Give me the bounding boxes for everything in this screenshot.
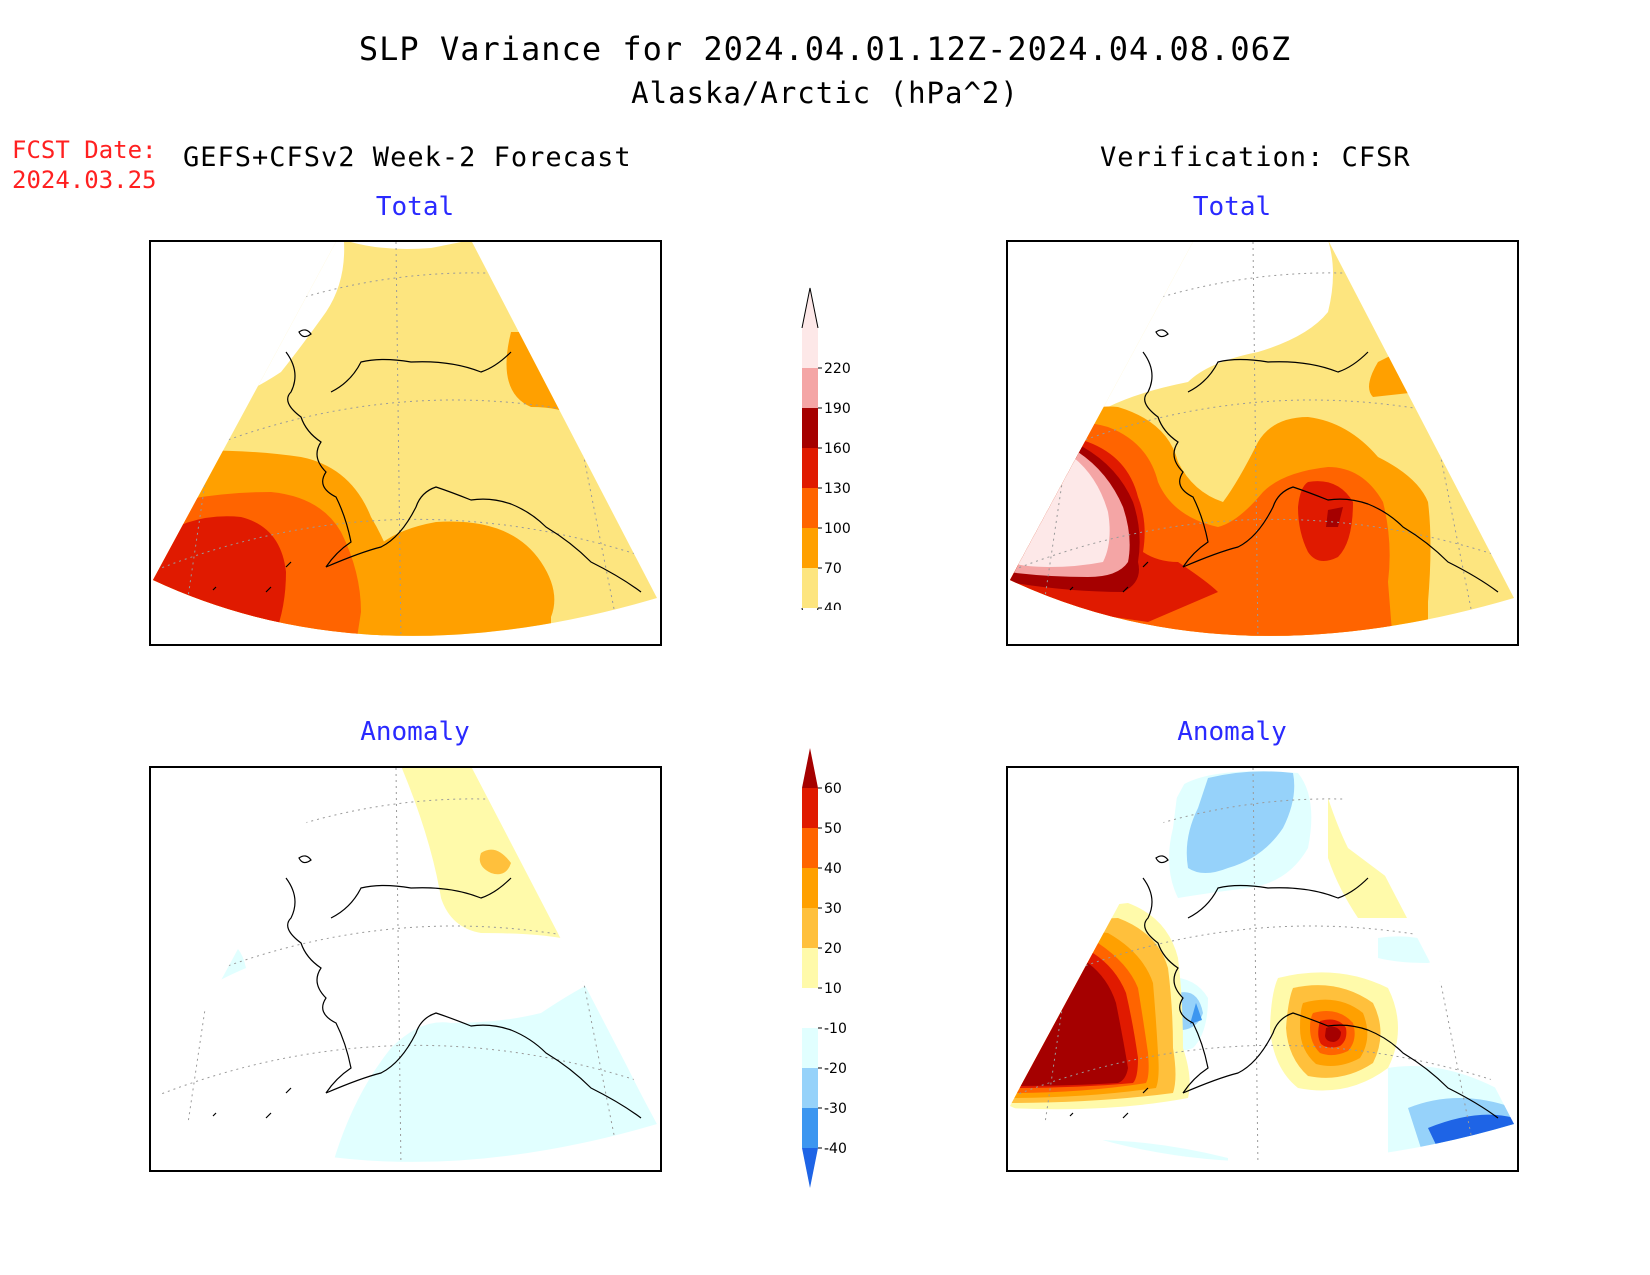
colorbar-tip-bottom (801, 607, 819, 610)
map-panel-verification-anomaly (1006, 766, 1519, 1172)
contour-neg20-north (1186, 771, 1295, 873)
colorbar-swatch (802, 948, 818, 988)
coastline (1069, 855, 1499, 1119)
colorbar-tip-top (802, 748, 818, 788)
colorbar-label: 60 (824, 781, 842, 797)
coastline (212, 329, 642, 593)
contour-neg30-mid (1190, 1003, 1202, 1024)
contour-neg40-s (1108, 1160, 1208, 1162)
colorbar-swatch (802, 1028, 818, 1068)
colorbar-label: 10 (824, 981, 842, 997)
colorbar-swatch (802, 488, 818, 528)
colorbar-label: -40 (824, 1141, 847, 1157)
verification-column-header: Verification: CFSR (1100, 142, 1411, 173)
map-panel-verification-total (1006, 240, 1519, 646)
colorbar-anomaly: -40 -30 -20 -10 10 20 30 40 50 60 (802, 748, 847, 1188)
colorbar-swatch (802, 828, 818, 868)
colorbar-label: 40 (824, 861, 842, 877)
contour-10-ne (1328, 798, 1408, 918)
colorbar-label: 190 (824, 401, 851, 417)
colorbar-label: 30 (824, 901, 842, 917)
coastline (1069, 329, 1499, 593)
colorbar-label: -20 (824, 1061, 847, 1077)
white-region (344, 242, 471, 249)
map-title-line1: SLP Variance for 2024.04.01.12Z-2024.04.… (358, 30, 1292, 68)
panel-title-forecast-anomaly: Anomaly (360, 717, 470, 747)
map-subtitle: Alaska/Arctic (hPa^2) (0, 76, 1650, 110)
panel-title-forecast-total: Total (375, 192, 455, 222)
colorbar-swatch (802, 408, 818, 448)
colorbar-label: 20 (824, 941, 842, 957)
colorbar-swatch (802, 448, 818, 488)
colorbar-swatch (802, 528, 818, 568)
map-panel-forecast-anomaly (149, 766, 662, 1172)
colorbar-total: 40 70 100 130 160 190 220 (801, 287, 851, 610)
colorbar-label: 40 (824, 601, 842, 610)
colorbar-label: 70 (824, 561, 842, 577)
colorbar-label: 220 (824, 361, 851, 377)
colorbar-swatch (802, 368, 818, 408)
colorbar-swatch (802, 908, 818, 948)
coastline (212, 855, 642, 1119)
colorbar-swatch (802, 1108, 818, 1148)
colorbar-label: -30 (824, 1101, 847, 1117)
colorbar-label: 50 (824, 821, 842, 837)
forecast-date-label: FCST Date: (12, 136, 157, 164)
colorbar-swatch (802, 988, 818, 1028)
panel-title-verification-anomaly: Anomaly (1177, 717, 1287, 747)
colorbar-swatch (802, 568, 818, 608)
colorbar-tip-top (801, 287, 819, 329)
colorbar-label: 160 (824, 441, 851, 457)
forecast-column-header: GEFS+CFSv2 Week-2 Forecast (183, 142, 632, 173)
colorbar-label: 100 (824, 521, 851, 537)
contour-130 (153, 516, 286, 636)
colorbar-label: -10 (824, 1021, 847, 1037)
forecast-date-value: 2024.03.25 (12, 166, 157, 194)
panel-title-verification-total: Total (1192, 192, 1272, 222)
map-title: SLP Variance for 2024.04.01.12Z-2024.04.… (0, 30, 1650, 68)
map-title-line2: Alaska/Arctic (hPa^2) (631, 76, 1019, 110)
colorbar-swatch (802, 1068, 818, 1108)
colorbar-tip-bottom (802, 1148, 818, 1188)
colorbar-swatch (802, 328, 818, 368)
contour-neg10-east (1378, 936, 1442, 963)
contour-60-center (1325, 1026, 1341, 1042)
map-panel-forecast-total (149, 240, 662, 646)
contour-20-north (479, 849, 511, 875)
colorbar-swatch (802, 868, 818, 908)
contour-10-north (401, 768, 561, 938)
colorbar-swatch (802, 788, 818, 828)
contour-neg10-south (331, 983, 657, 1162)
contour-70-south (366, 521, 555, 636)
colorbar-label: 130 (824, 481, 851, 497)
